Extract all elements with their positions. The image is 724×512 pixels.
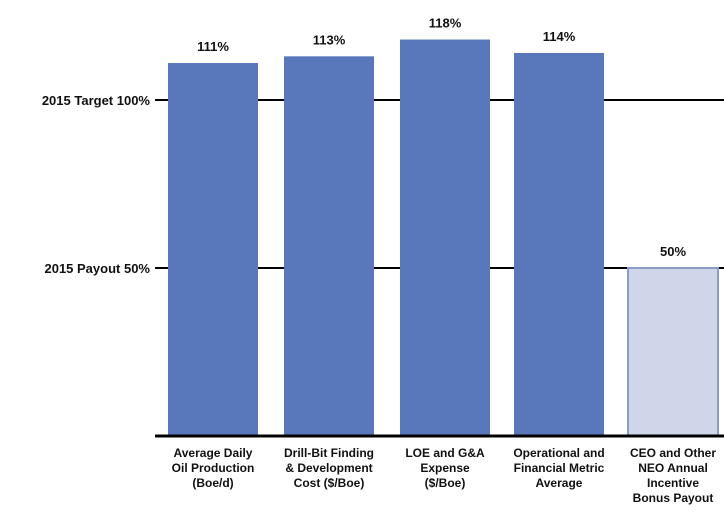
category-label: Incentive [647, 476, 699, 490]
category-label: Cost ($/Boe) [294, 476, 365, 490]
bar [168, 63, 258, 436]
reference-line-label: 2015 Target 100% [42, 93, 151, 108]
category-label: & Development [285, 461, 372, 475]
category-label: Financial Metric [514, 461, 605, 475]
category-label: Oil Production [172, 461, 255, 475]
bar [514, 52, 604, 437]
labels: 2015 Target 100% 2015 Payout 50% 111% Avera… [42, 16, 717, 505]
category-label: LOE and G&A [405, 446, 485, 460]
data-label: 114% [543, 29, 576, 44]
category-label: Drill-Bit Finding [284, 446, 374, 460]
data-label: 50% [660, 244, 686, 259]
category-label: Operational and [513, 446, 604, 460]
category-label: (Boe/d) [192, 476, 233, 490]
bar [627, 267, 719, 437]
category-label: Average Daily [174, 446, 253, 460]
data-label: 118% [429, 16, 462, 31]
category-label: Bonus Payout [633, 491, 714, 505]
reference-line-label: 2015 Payout 50% [44, 261, 150, 276]
data-label: 113% [313, 32, 346, 47]
category-label: Average [536, 476, 583, 490]
bars [168, 39, 719, 437]
bar [400, 39, 490, 437]
category-label: CEO and Other [630, 446, 716, 460]
bar [284, 56, 374, 436]
data-label: 111% [197, 39, 229, 54]
category-label: NEO Annual [638, 461, 708, 475]
category-label: ($/Boe) [425, 476, 466, 490]
category-label: Expense [420, 461, 470, 475]
